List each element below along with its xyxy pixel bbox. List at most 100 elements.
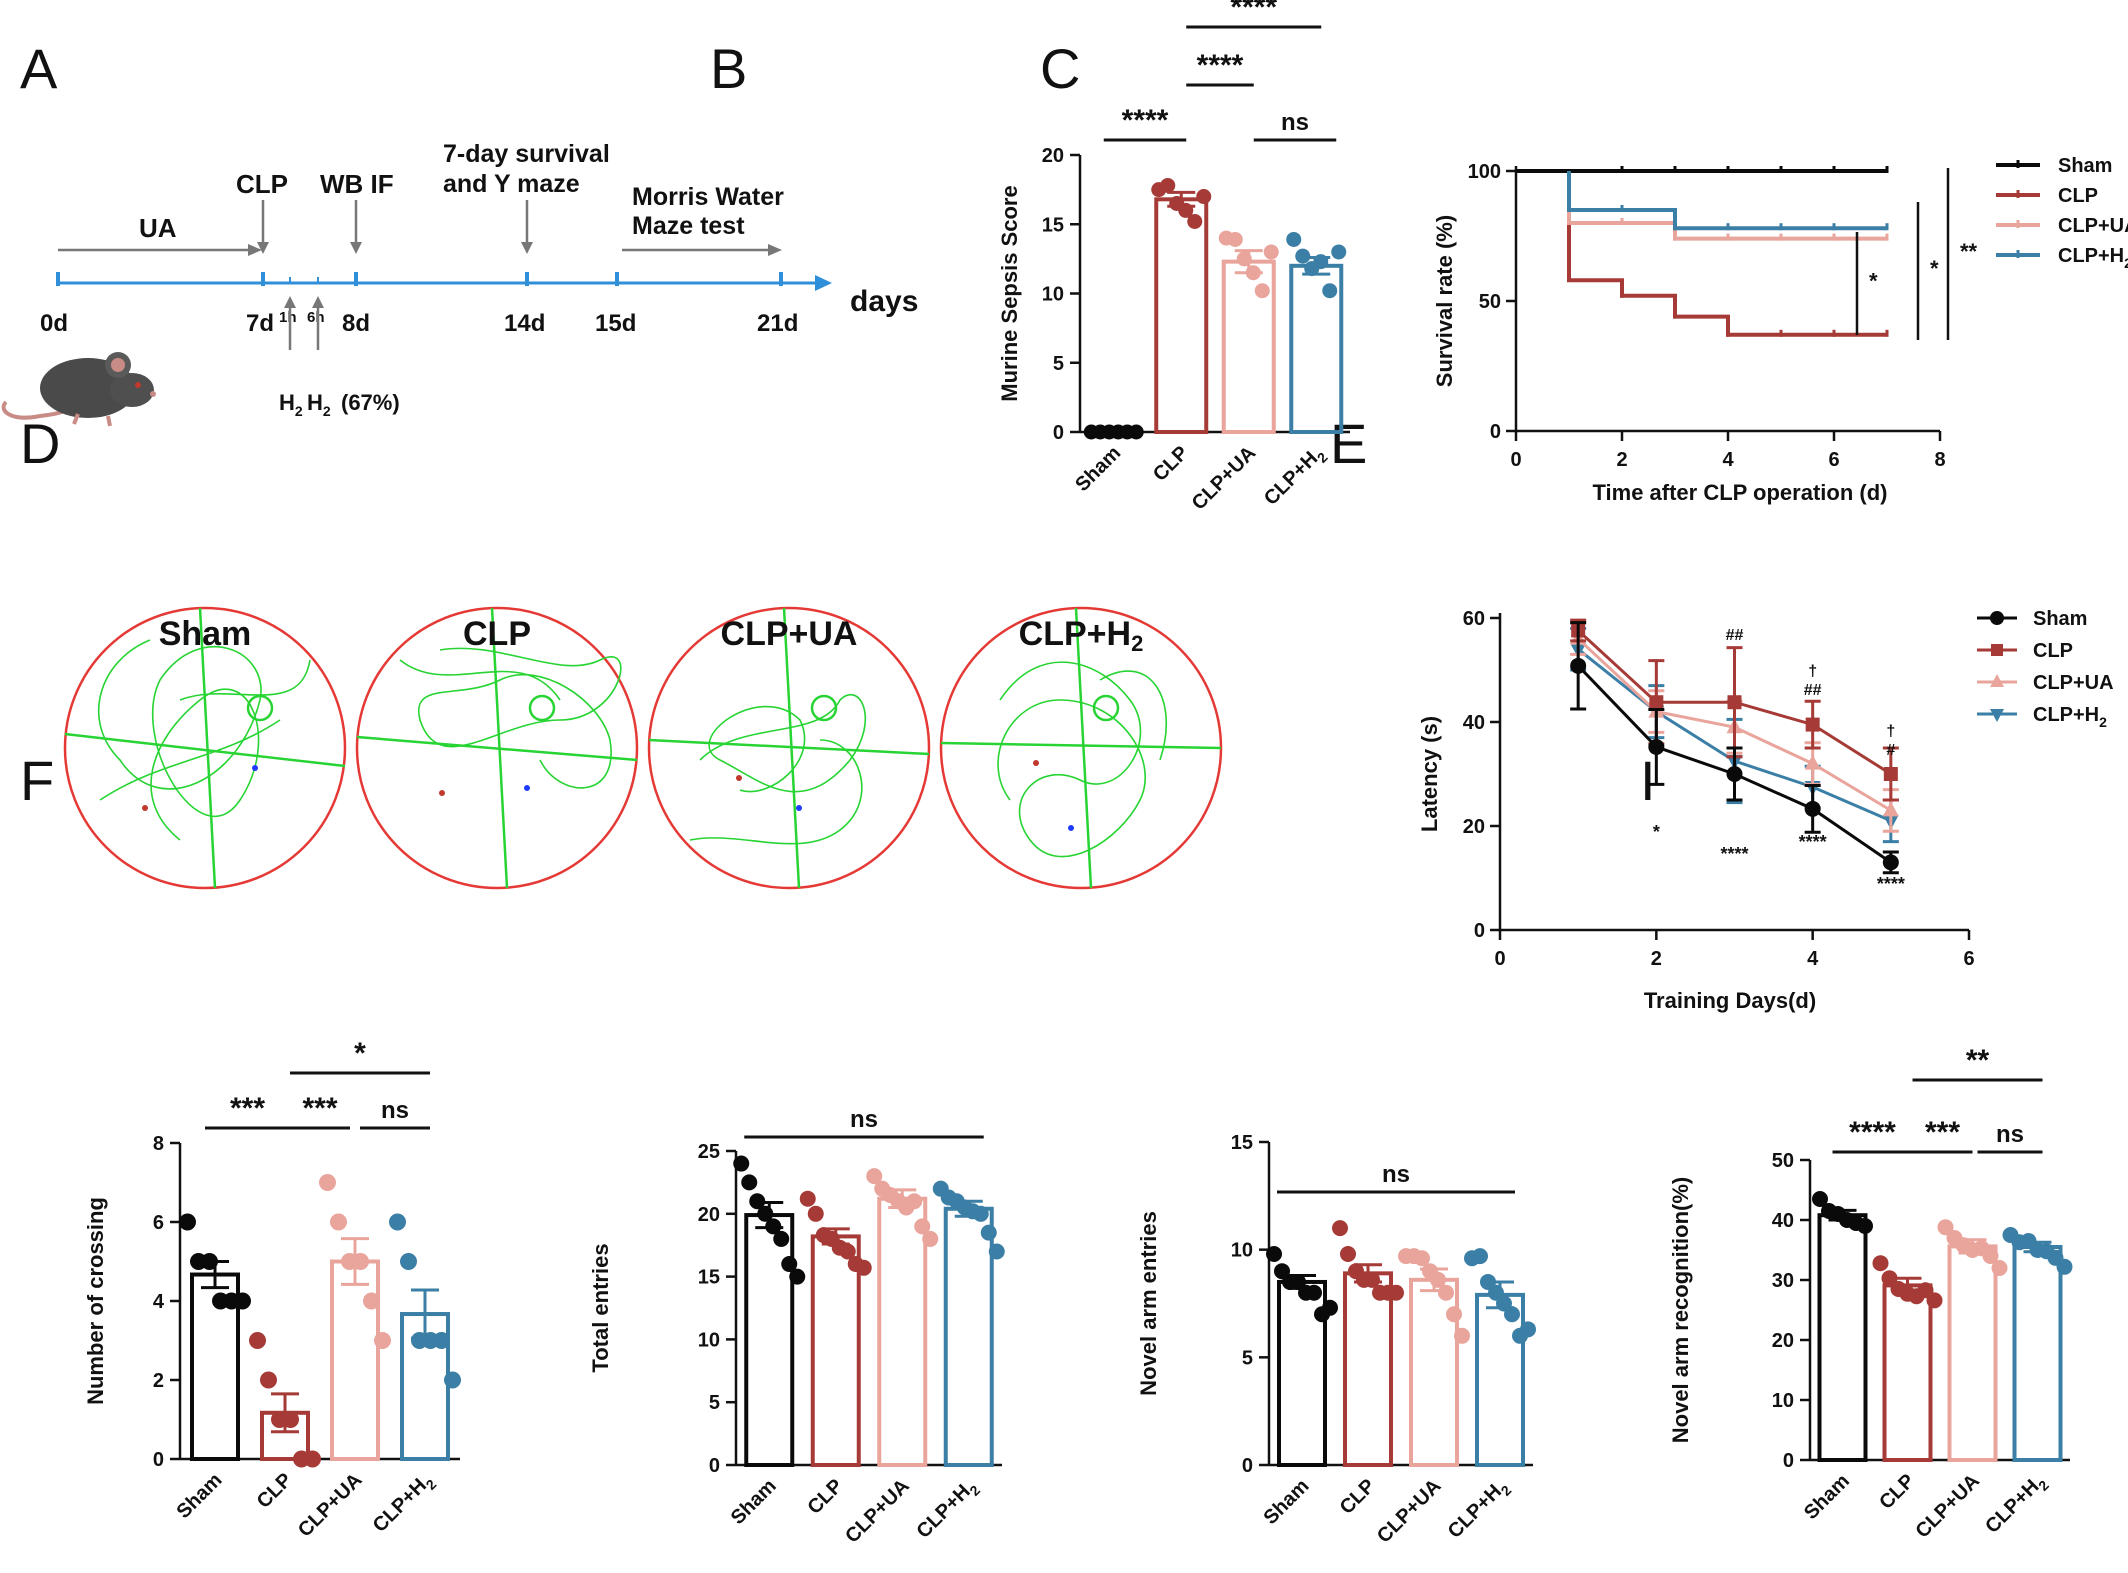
category-label: CLP xyxy=(803,1475,847,1519)
y-tick-label: 5 xyxy=(1053,353,1064,375)
data-point xyxy=(1414,1250,1430,1267)
data-point xyxy=(319,1174,336,1191)
data-point xyxy=(1872,1255,1889,1272)
y-tick-label: 20 xyxy=(1463,816,1485,838)
legend-label: CLP xyxy=(2058,185,2098,207)
mouse-ear-inner xyxy=(111,358,125,372)
bar-clp-h2 xyxy=(943,1206,994,1467)
category-label: CLP+UA xyxy=(1373,1475,1446,1548)
legend-label: CLP+H2 xyxy=(2033,704,2107,730)
data-point xyxy=(906,1193,923,1210)
y-tick-label: 0 xyxy=(1053,422,1064,444)
maze-quadrant-line xyxy=(64,732,346,768)
data-point xyxy=(1322,1299,1338,1316)
sig-b-clp-ua: **** xyxy=(1197,49,1244,82)
day-label-21d: 21d xyxy=(757,310,798,337)
marker-circle xyxy=(1804,800,1821,817)
chart-g: 0 5 10 15 20 25 Total entries Sham CLPCLP+UACLP+… xyxy=(588,1106,1005,1548)
mouse-eye xyxy=(135,382,141,388)
x-tick-label: 0 xyxy=(1494,948,1505,970)
event-clp: CLP xyxy=(236,169,288,199)
marker-circle xyxy=(1882,854,1899,871)
data-point xyxy=(1991,1260,2008,1276)
data-point xyxy=(1187,213,1203,229)
chart-c: 0 50 100 0 2 4 6 8 Time after CLP operation (d) S… xyxy=(1432,155,2128,505)
data-point xyxy=(1254,283,1270,299)
maze-title: CLP+H2 xyxy=(1019,615,1144,656)
ua-arrow-head xyxy=(248,244,262,256)
y-tick-label: 60 xyxy=(1463,608,1485,630)
y-tick-label: 4 xyxy=(153,1291,165,1313)
panel-a-timeline: 0d 7d 8d 14d 15d 21d 1h 6h days UA CLP WB IF 7-day s… xyxy=(1,140,918,427)
category-label: Sham xyxy=(1071,442,1125,496)
y-tick-label: 40 xyxy=(1772,1210,1794,1232)
sig-i-clp-ua: *** xyxy=(1925,1116,1960,1149)
bar-clp-ua xyxy=(1947,1244,1998,1463)
marker-circle xyxy=(1726,766,1743,782)
y-tick-label: 0 xyxy=(1490,421,1501,443)
data-point xyxy=(1128,424,1144,440)
category-label: CLP+H2 xyxy=(912,1475,983,1546)
y-tick-label: 100 xyxy=(1468,161,1501,183)
data-point xyxy=(1812,1191,1828,1207)
y-axis-label: Novel arm recognition(%) xyxy=(1668,1177,1693,1443)
panel-letter-e: E xyxy=(1330,412,1367,475)
data-point xyxy=(807,1205,824,1222)
clp-hash-sig: ## xyxy=(1726,627,1744,644)
panel-letter-a: A xyxy=(20,37,58,100)
y-tick-label: 0 xyxy=(1474,920,1485,942)
mouse-feet xyxy=(72,413,112,427)
maze-platform xyxy=(528,694,556,722)
data-point xyxy=(1227,231,1243,247)
x-tick-label: 8 xyxy=(1934,449,1945,471)
y-tick-label: 0 xyxy=(1783,1450,1794,1472)
data-point xyxy=(1446,1306,1462,1323)
data-point xyxy=(374,1332,391,1349)
maze-title: CLP xyxy=(463,615,531,653)
timeline-arrowhead xyxy=(815,275,832,291)
data-point xyxy=(733,1155,750,1172)
bar-clp xyxy=(1343,1271,1393,1468)
marker-triangle xyxy=(1882,801,1899,817)
maze-end-dot xyxy=(1068,825,1074,831)
x-tick-label: 4 xyxy=(1722,449,1734,471)
y-tick-label: 10 xyxy=(1231,1240,1253,1262)
category-label: CLP+H2 xyxy=(369,1469,440,1540)
y-tick-label: 15 xyxy=(1042,214,1064,236)
legend-label: CLP+UA xyxy=(2033,672,2114,694)
category-label: Sham xyxy=(172,1469,226,1523)
dagger-sig: † xyxy=(1886,723,1895,740)
marker-square xyxy=(1805,717,1820,732)
sig-i-clp-h2: ** xyxy=(1966,1044,1990,1077)
legend-label: Sham xyxy=(2033,608,2087,630)
sig-c-label: ** xyxy=(1960,239,1978,264)
maze-platform xyxy=(1092,694,1120,722)
sig-b-sham-clp: **** xyxy=(1122,104,1169,137)
maze-end-dot xyxy=(796,805,802,811)
mouse-icon xyxy=(1,352,156,427)
data-point xyxy=(179,1213,196,1231)
data-point xyxy=(922,1230,939,1247)
data-point xyxy=(1340,1245,1356,1262)
morris-arrow-head xyxy=(768,244,782,256)
y-tick-label: 25 xyxy=(698,1141,720,1163)
x-tick-label: 2 xyxy=(1651,948,1662,970)
category-label: CLP+UA xyxy=(841,1475,914,1548)
sig-f-clp-ua: *** xyxy=(302,1092,337,1125)
data-point xyxy=(260,1371,277,1389)
timeline-unit: days xyxy=(850,285,918,318)
clp-arrow-head xyxy=(257,242,269,254)
y-tick-label: 40 xyxy=(1463,712,1485,734)
sig-i-ua-h2: ns xyxy=(1996,1121,2024,1148)
clp-hash-sig: # xyxy=(1886,742,1895,759)
y-axis-label: Total entries xyxy=(588,1243,613,1372)
day-label-7d: 7d xyxy=(246,310,274,337)
event-ua: UA xyxy=(139,213,177,243)
bar-clp-ua xyxy=(877,1196,928,1468)
data-point xyxy=(1881,1270,1898,1287)
maze-platform xyxy=(810,694,838,722)
y-tick-label: 0 xyxy=(709,1455,720,1477)
data-point xyxy=(249,1332,266,1349)
data-point xyxy=(363,1292,380,1310)
data-point xyxy=(304,1450,321,1468)
